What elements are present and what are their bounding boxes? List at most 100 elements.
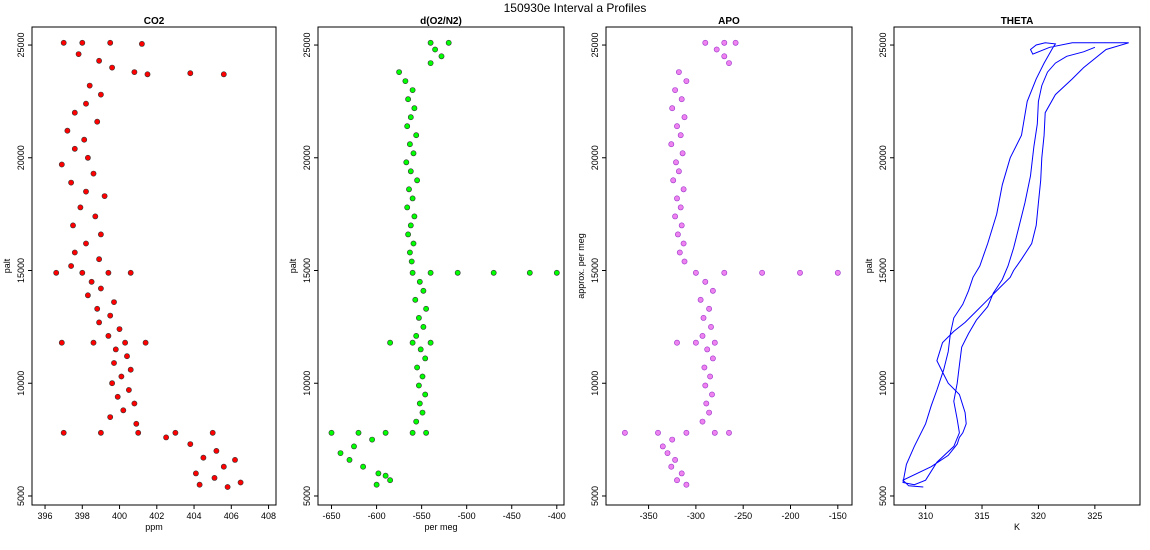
data-point: [415, 314, 422, 321]
data-point: [701, 364, 708, 371]
data-point: [111, 299, 117, 305]
data-point: [382, 472, 389, 479]
data-point: [404, 204, 411, 211]
data-point: [396, 69, 402, 75]
y-tick-label: 20000: [590, 145, 600, 170]
data-point: [408, 258, 415, 265]
data-point: [187, 70, 194, 77]
data-point: [105, 332, 112, 339]
data-point: [427, 269, 434, 276]
data-point: [373, 481, 380, 488]
plot-frame: [605, 26, 853, 506]
data-point: [674, 123, 680, 130]
data-point: [676, 69, 682, 75]
data-point: [726, 429, 732, 436]
data-point: [726, 60, 732, 66]
data-point: [454, 269, 461, 276]
y-axis-label: palt: [2, 258, 12, 273]
data-point: [683, 78, 690, 84]
data-point: [68, 263, 74, 269]
data-point: [122, 339, 128, 346]
data-point: [693, 269, 699, 276]
x-tick-label: 320: [1031, 511, 1046, 521]
data-point: [382, 429, 389, 436]
data-point: [713, 46, 720, 53]
data-point: [328, 429, 335, 436]
data-point: [111, 360, 117, 366]
data-point: [220, 71, 227, 78]
data-point: [413, 332, 420, 339]
y-tick-label: 10000: [878, 371, 888, 396]
data-point: [142, 339, 149, 346]
x-tick-label: -300: [687, 511, 705, 521]
data-point: [60, 429, 67, 436]
data-point: [86, 82, 93, 89]
data-point: [721, 53, 728, 60]
data-point: [703, 400, 710, 407]
y-tick-label: 5000: [878, 486, 888, 506]
data-point: [406, 141, 413, 148]
x-tick-label: 310: [918, 511, 933, 521]
data-point: [409, 429, 416, 436]
data-point: [526, 269, 533, 276]
x-tick-label: 396: [38, 511, 53, 521]
x-tick-label: -600: [368, 511, 386, 521]
data-point: [71, 249, 78, 256]
data-point: [94, 118, 101, 125]
data-point: [427, 60, 434, 66]
data-point: [427, 339, 434, 346]
data-point: [53, 269, 60, 276]
data-point: [490, 269, 497, 276]
panel-2: d(O2/N2) -650 -600 -550 -500 -450 -400 5000 1000…: [288, 16, 566, 532]
data-point: [413, 132, 420, 139]
data-point: [211, 474, 218, 481]
data-point: [721, 269, 728, 276]
data-point: [674, 339, 680, 346]
data-point: [75, 51, 82, 57]
data-point: [133, 420, 140, 427]
x-tick-label: -150: [829, 511, 847, 521]
x-tick-label: -650: [323, 511, 341, 521]
data-point: [414, 177, 420, 184]
x-tick-label: 315: [975, 511, 990, 521]
x-axis-label: per meg: [424, 522, 457, 532]
data-point: [98, 429, 104, 436]
data-point: [64, 127, 71, 134]
data-point: [721, 39, 728, 46]
data-point: [220, 463, 227, 470]
x-tick-label: -500: [458, 511, 476, 521]
data-point: [402, 78, 409, 84]
data-point: [708, 323, 714, 330]
data-point: [700, 314, 707, 321]
data-point: [360, 463, 366, 470]
data-point: [553, 269, 560, 276]
x-tick-label: -200: [781, 511, 799, 521]
panel-4: THETA 310 315 320 325 5000 10000 15000 20000 2500…: [864, 16, 1141, 532]
series-line: [902, 42, 1129, 488]
x-tick-label: -250: [734, 511, 752, 521]
data-point: [407, 114, 414, 121]
data-point: [664, 450, 671, 456]
data-point: [797, 269, 803, 276]
y-tick-label: 5000: [302, 486, 312, 506]
data-point: [427, 39, 434, 46]
data-point: [163, 434, 169, 441]
data-point: [98, 285, 104, 292]
x-axis-label: ppm: [145, 522, 163, 532]
data-point: [409, 269, 416, 276]
data-point: [71, 109, 78, 116]
data-point: [224, 484, 231, 490]
data-point: [669, 436, 676, 443]
data-point: [138, 41, 145, 47]
data-point: [90, 339, 97, 346]
y-tick-label: 20000: [302, 145, 312, 170]
data-point: [409, 195, 416, 202]
data-point: [406, 186, 412, 193]
panel-title: CO2: [144, 16, 165, 27]
data-point: [412, 296, 419, 303]
y-axis-label: palt: [288, 258, 298, 273]
data-point: [346, 456, 353, 463]
data-point: [77, 204, 84, 211]
data-point: [414, 364, 420, 371]
data-point: [668, 141, 675, 148]
